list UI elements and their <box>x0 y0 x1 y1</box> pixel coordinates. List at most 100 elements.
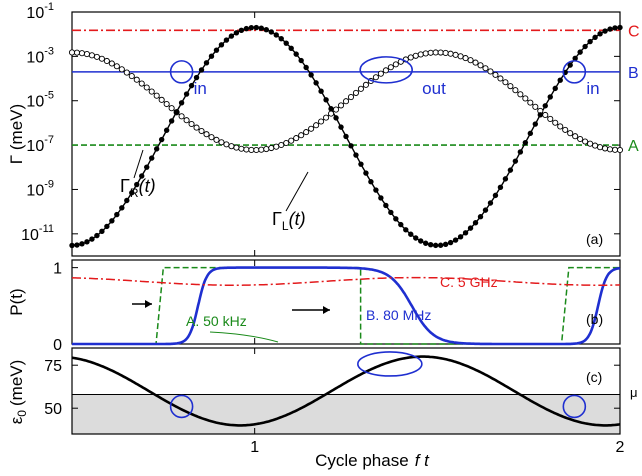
gamma-l-point <box>432 242 439 249</box>
gamma-r-point <box>193 124 200 131</box>
gamma-l-point <box>188 82 195 89</box>
gamma-r-point <box>98 55 105 62</box>
panel-c-curve <box>71 351 621 427</box>
gamma-r-point <box>392 61 399 68</box>
gamma-r-point <box>148 88 155 95</box>
arrow-b-head <box>323 306 330 314</box>
panel-a-ytick-label: 10-1 <box>26 1 54 22</box>
gamma-l-point <box>547 94 553 100</box>
gamma-l-point <box>253 24 260 31</box>
gamma-l-point <box>348 143 354 149</box>
gamma-r-point <box>512 87 519 94</box>
gamma-r-point <box>243 146 250 153</box>
x-tick-label: 1 <box>250 439 259 456</box>
panel-a-ytick-label: 10-3 <box>26 45 54 66</box>
gamma-r-point <box>532 103 539 110</box>
gamma-r-point <box>567 130 574 137</box>
gamma-r-point <box>522 95 529 102</box>
gamma-r-point <box>427 49 434 56</box>
gamma-r-point <box>213 136 220 143</box>
gamma-r-point <box>263 145 270 153</box>
gamma-l-point <box>149 155 155 161</box>
gamma-r-point <box>517 91 524 98</box>
panel-c-ylabel: ε0 (meV) <box>7 360 29 425</box>
gamma-r-point <box>477 62 484 69</box>
gamma-r-point <box>78 50 86 57</box>
series-b-line <box>72 266 621 346</box>
gamma-r-point <box>387 64 394 71</box>
gamma-l-point <box>318 88 324 94</box>
gamma-r-point <box>228 143 235 150</box>
gamma-r-point <box>472 59 479 66</box>
gamma-l-point <box>537 112 543 118</box>
gamma-r-point <box>178 113 185 120</box>
gamma-l-point <box>452 237 459 243</box>
gamma-r-point <box>417 51 424 58</box>
panel-a-reference-lines: C B A <box>72 23 640 155</box>
gamma-l-point <box>442 241 449 248</box>
gamma-l-point <box>437 242 444 248</box>
mu-label: μ <box>630 385 638 400</box>
gamma-l-point <box>298 57 304 64</box>
x-axis-label: Cycle phase f t <box>315 451 430 470</box>
panel-a-label: (a) <box>586 231 603 247</box>
gamma-l-point <box>572 55 578 62</box>
gamma-l-point <box>512 158 519 164</box>
gamma-l-point <box>502 176 509 182</box>
gamma-l-point <box>323 97 329 103</box>
panel-b-ytick-label: 0 <box>53 337 62 354</box>
gamma-r-point <box>73 49 81 56</box>
gamma-r-point <box>337 102 345 109</box>
gamma-l-point <box>462 230 469 236</box>
gamma-l-point <box>333 115 339 121</box>
gamma-l-point <box>228 33 235 39</box>
gamma-l-point <box>223 37 230 43</box>
gamma-l-point <box>492 192 499 199</box>
gamma-l-point <box>69 242 75 249</box>
gamma-l-point <box>607 26 613 32</box>
gamma-r-point <box>542 111 549 119</box>
panel-c-ylabel-main: ε <box>7 416 26 424</box>
gamma-r-point <box>153 92 160 99</box>
gamma-r-point <box>138 80 145 87</box>
gamma-l-point <box>114 211 120 218</box>
gamma-l-point <box>94 232 100 239</box>
gamma-l-point <box>193 74 200 81</box>
panel-a-ytick-label: 10-5 <box>26 90 54 111</box>
gamma-r-point <box>577 135 584 143</box>
annotation-out-circle <box>359 56 413 84</box>
gamma-r-point <box>273 143 280 150</box>
gamma-r-point <box>602 145 609 152</box>
gamma-r-point <box>497 75 504 82</box>
gamma-r-point <box>68 49 76 56</box>
gamma-l-point <box>373 187 379 193</box>
gamma-r-point <box>278 141 285 149</box>
hline-b-label: B <box>628 65 639 82</box>
gamma-r-point <box>592 142 599 149</box>
panel-c-ytick-label: 75 <box>44 358 62 375</box>
gamma-r-point <box>83 51 90 58</box>
gamma-r-point <box>442 49 449 57</box>
gamma-l-point <box>183 91 190 97</box>
gamma-r-point <box>447 50 454 57</box>
gamma-r-point <box>168 105 175 112</box>
x-tick-label: 2 <box>616 439 625 456</box>
gamma-r-point <box>492 71 499 78</box>
gamma-l-point <box>378 195 384 201</box>
gamma-r-point <box>283 139 290 147</box>
gamma-r-point <box>377 70 384 77</box>
gamma-r-point <box>103 57 110 65</box>
gamma-r-point <box>547 115 554 122</box>
gamma-r-point <box>93 53 100 60</box>
gamma-r-point <box>128 72 135 80</box>
gamma-r-point <box>238 145 245 152</box>
gamma-l-point <box>368 179 374 185</box>
gamma-l-label: ΓL(t) <box>272 209 306 233</box>
panel-c: 50 75 ε0 (meV) (c) μ <box>7 347 638 435</box>
gamma-l-point <box>308 72 314 78</box>
legend-a-label: A. 50 kHz <box>186 313 247 329</box>
gamma-r-point <box>298 132 305 139</box>
gamma-l-point <box>418 238 424 244</box>
legend-a-pointer <box>209 331 279 343</box>
gamma-r-point <box>308 125 315 132</box>
